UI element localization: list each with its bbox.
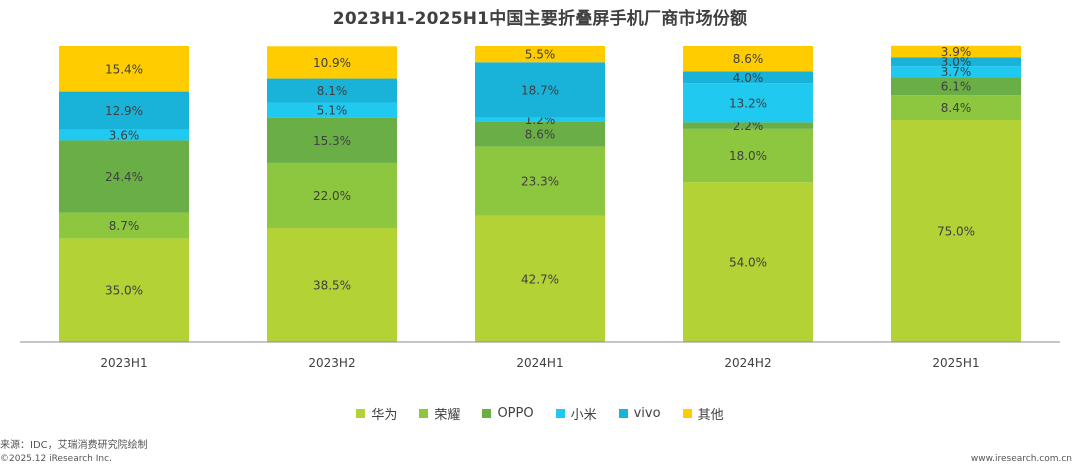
data-label-4-2025H1: 3.7% — [941, 65, 972, 79]
legend-item-1: 华为 — [356, 404, 397, 423]
bar-segment-3-2024H1 — [475, 121, 605, 147]
bar-segment-3-2023H1 — [59, 140, 189, 213]
data-label-2-2023H2: 22.0% — [313, 189, 351, 203]
site-url: www.iresearch.com.cn — [970, 454, 1072, 464]
x-tick-label: 2024H1 — [516, 356, 563, 370]
copyright: ©2025.12 iResearch Inc. — [0, 454, 112, 464]
data-label-1-2023H1: 35.0% — [105, 284, 143, 298]
chart-legend: 华为 荣耀 OPPO 小米 vivo 其他 — [0, 404, 1080, 423]
data-label-4-2023H1: 3.6% — [109, 129, 140, 143]
data-label-3-2025H1: 6.1% — [941, 80, 972, 94]
bar-segment-2-2023H2 — [267, 162, 397, 229]
bar-segment-6-2024H1 — [475, 46, 605, 63]
legend-item-3: OPPO — [482, 404, 534, 423]
legend-label: 小米 — [570, 408, 597, 423]
legend-label: vivo — [633, 406, 661, 421]
data-label-2-2024H1: 23.3% — [521, 175, 559, 189]
legend-label: 华为 — [371, 408, 398, 423]
data-label-3-2023H1: 24.4% — [105, 170, 143, 184]
x-tick-label: 2023H2 — [308, 356, 355, 370]
bar-segment-1-2023H1 — [59, 238, 189, 342]
bar-segment-5-2024H1 — [475, 62, 605, 118]
data-label-6-2023H2: 10.9% — [313, 56, 351, 70]
data-label-2-2025H1: 8.4% — [941, 101, 972, 115]
bar-segment-1-2025H1 — [891, 120, 1021, 342]
data-label-5-2024H1: 18.7% — [521, 83, 559, 97]
bar-segment-6-2023H2 — [267, 46, 397, 79]
data-label-1-2025H1: 75.0% — [937, 225, 975, 239]
data-label-3-2024H1: 8.6% — [525, 127, 556, 141]
bar-segment-5-2023H1 — [59, 91, 189, 130]
bar-segment-6-2024H2 — [683, 46, 813, 72]
data-label-3-2023H2: 15.3% — [313, 134, 351, 148]
legend-item-6: 其他 — [682, 404, 724, 423]
bar-segment-2-2025H1 — [891, 95, 1021, 120]
bar-segment-5-2025H1 — [891, 57, 1021, 67]
bar-segment-3-2025H1 — [891, 77, 1021, 96]
legend-swatch — [482, 409, 492, 418]
data-label-6-2023H1: 15.4% — [105, 62, 143, 76]
data-label-1-2024H2: 54.0% — [729, 256, 767, 270]
stacked-bar-chart: 35.0% 8.7% 24.4% 3.6% 12.9% 15.4% 2023H1 38.5% 2… — [20, 45, 1060, 370]
data-label-1-2023H2: 38.5% — [313, 279, 351, 293]
legend-swatch — [419, 409, 429, 418]
legend-swatch — [356, 409, 366, 418]
bar-segment-4-2024H1 — [475, 117, 605, 122]
bar-segment-5-2024H2 — [683, 71, 813, 84]
x-tick-label: 2023H1 — [100, 356, 147, 370]
legend-label: 荣耀 — [434, 408, 461, 423]
bar-segment-1-2023H2 — [267, 228, 397, 342]
bar-segment-2-2023H1 — [59, 212, 189, 239]
bar-segment-3-2023H2 — [267, 117, 397, 163]
bar-segment-1-2024H2 — [683, 182, 813, 342]
bar-segment-6-2025H1 — [891, 45, 1021, 58]
legend-item-4: 小米 — [555, 404, 597, 423]
bar-segment-4-2025H1 — [891, 66, 1021, 78]
legend-label: 其他 — [697, 408, 724, 423]
legend-swatch — [682, 409, 692, 418]
data-label-3-2024H2: 2.2% — [733, 119, 764, 133]
data-label-5-2023H2: 8.1% — [317, 84, 348, 98]
x-tick-label: 2024H2 — [724, 356, 771, 370]
bar-segment-4-2023H2 — [267, 102, 397, 118]
source-note: 来源：IDC，艾瑞消费研究院绘制 — [0, 440, 148, 451]
data-label-5-2024H2: 4.0% — [733, 71, 764, 85]
legend-item-5: vivo — [618, 404, 661, 423]
legend-swatch — [555, 409, 565, 418]
bar-segment-2-2024H2 — [683, 128, 813, 183]
data-label-5-2025H1: 3.0% — [941, 55, 972, 69]
data-label-6-2024H2: 8.6% — [733, 52, 764, 66]
data-label-6-2025H1: 3.9% — [941, 45, 972, 59]
x-tick-label: 2025H1 — [932, 356, 979, 370]
data-label-4-2024H2: 13.2% — [729, 96, 767, 110]
bar-segment-1-2024H1 — [475, 215, 605, 342]
bar-segment-2-2024H1 — [475, 146, 605, 216]
data-label-6-2024H1: 5.5% — [525, 48, 556, 62]
data-label-4-2023H2: 5.1% — [317, 104, 348, 118]
bar-segment-5-2023H2 — [267, 78, 397, 103]
bar-segment-4-2023H1 — [59, 129, 189, 141]
bar-segment-3-2024H2 — [683, 122, 813, 129]
legend-label: OPPO — [497, 406, 534, 421]
data-label-2-2024H2: 18.0% — [729, 149, 767, 163]
data-label-2-2023H1: 8.7% — [109, 219, 140, 233]
legend-item-2: 荣耀 — [419, 404, 460, 423]
legend-swatch — [618, 409, 628, 418]
chart-title: 2023H1-2025H1中国主要折叠屏手机厂商市场份额 — [332, 9, 748, 29]
bar-segment-4-2024H2 — [683, 83, 813, 123]
data-label-1-2024H1: 42.7% — [521, 272, 559, 286]
bar-segment-6-2023H1 — [59, 46, 189, 92]
data-label-5-2023H1: 12.9% — [105, 104, 143, 118]
